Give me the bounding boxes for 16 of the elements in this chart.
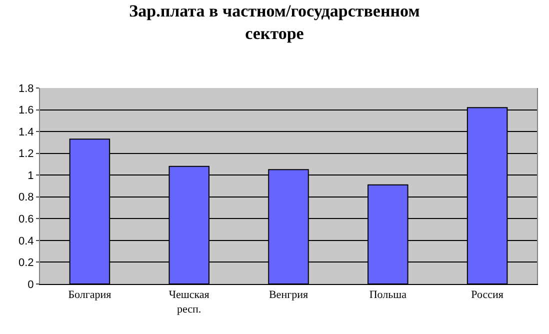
x-tick-label: Болгария xyxy=(68,289,112,302)
y-tick-label: 0.8 xyxy=(18,192,34,204)
y-tick-label: 0.4 xyxy=(18,235,34,248)
x-tick-label: Венгрия xyxy=(268,289,308,302)
chart-title: Зар.плата в частном/государственном секторе xyxy=(129,2,420,43)
x-tick-label: Чешская респ. xyxy=(168,289,210,316)
y-tick-label: 0.2 xyxy=(18,257,34,270)
x-tick-label: Польша xyxy=(369,289,407,302)
x-tick-label: Россия xyxy=(471,289,504,302)
y-tick-label: 1 xyxy=(28,170,34,182)
y-tick-label: 1.6 xyxy=(18,104,34,117)
y-tick-label: 1.8 xyxy=(18,82,34,95)
y-tick-label: 1.4 xyxy=(18,126,34,138)
y-tick-label: 1.2 xyxy=(18,148,34,160)
y-tick-label: 0.6 xyxy=(18,214,34,226)
y-tick-label: 0 xyxy=(28,278,34,291)
